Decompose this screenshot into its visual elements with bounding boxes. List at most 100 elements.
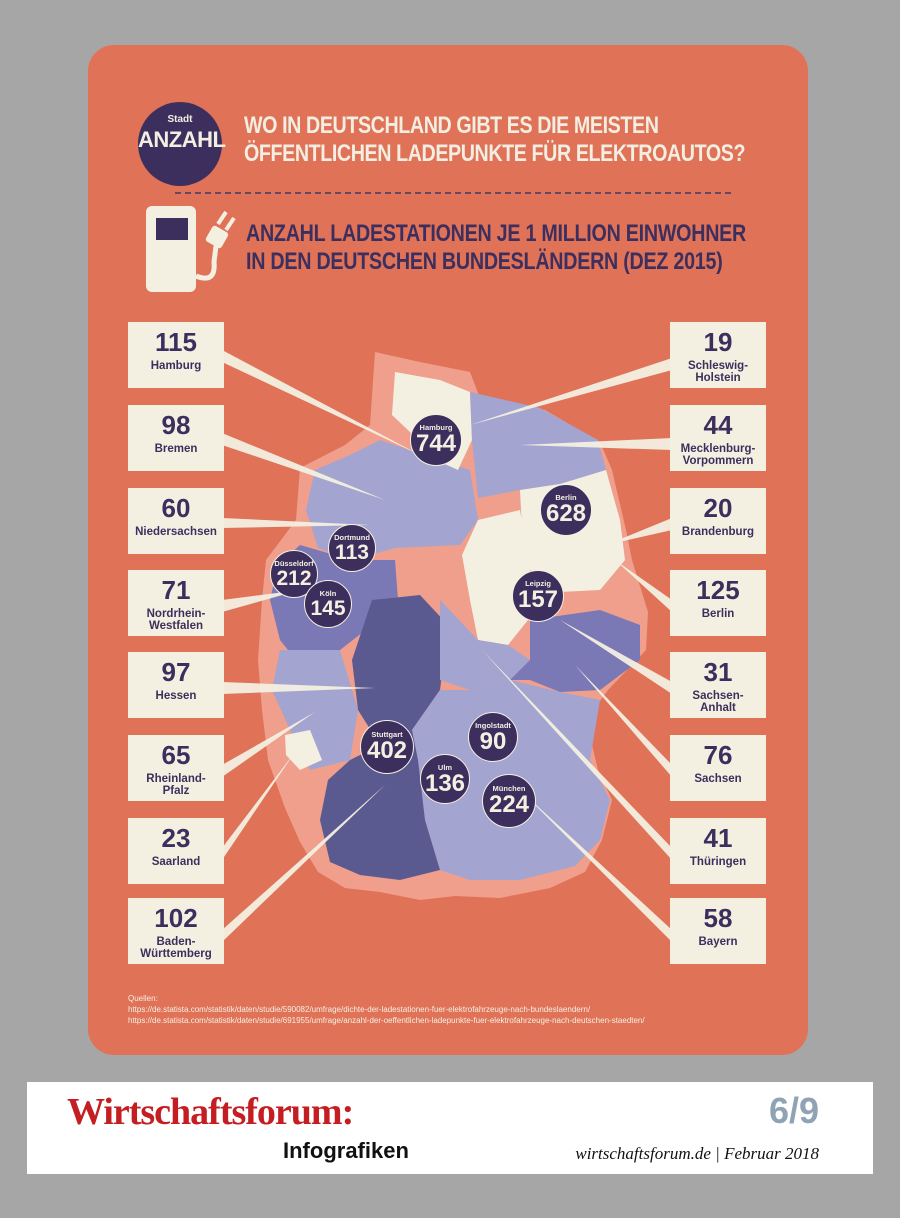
site-and-date: wirtschaftsforum.de | Februar 2018 (575, 1144, 819, 1163)
city-bubble-koeln: Köln 145 (304, 580, 352, 628)
state-value: 115 (155, 327, 197, 357)
region-rlp (272, 650, 358, 770)
state-value: 71 (161, 575, 191, 605)
city-value: 157 (517, 586, 559, 613)
city-bubble-dortmund: Dortmund 113 (328, 524, 376, 572)
state-box-brandenburg: 20 Brandenburg (670, 488, 766, 554)
state-name: Brandenburg (681, 526, 755, 538)
brand-logo: Wirtschaftsforum: (67, 1091, 354, 1133)
state-value: 19 (703, 327, 733, 357)
state-box-thueringen: 41 Thüringen (670, 818, 766, 884)
state-value: 31 (703, 657, 733, 687)
city-bubble-ulm: Ulm 136 (420, 754, 470, 804)
sources: Quellen: https://de.statista.com/statist… (128, 993, 798, 1026)
state-box-berlin: 125 Berlin (670, 570, 766, 636)
region-sachsen-anhalt (462, 510, 530, 645)
state-name: Hamburg (150, 360, 202, 372)
state-value: 20 (703, 493, 733, 523)
state-box-bw: 102 Baden- Württemberg (128, 898, 224, 964)
state-name-line-2: Holstein (695, 372, 741, 384)
state-box-hessen: 97 Hessen (128, 652, 224, 718)
leader-lines-left (222, 350, 420, 942)
city-legend-badge: Stadt ANZAHL (138, 102, 226, 186)
headline: WO IN DEUTSCHLAND GIBT ES DIE MEISTEN ÖF… (244, 112, 746, 168)
state-value: 44 (703, 410, 733, 440)
state-value: 60 (161, 493, 191, 523)
state-name: Niedersachsen (135, 526, 217, 538)
state-value: 97 (161, 657, 191, 687)
state-name: Rheinland- (146, 773, 206, 785)
city-bubble-ingolstadt: Ingolstadt 90 (468, 712, 518, 762)
state-box-schleswig-holstein: 19 Schleswig- Holstein (670, 322, 766, 388)
city-value: 90 (479, 728, 507, 755)
city-name: Ulm (437, 763, 453, 772)
state-value: 125 (696, 575, 740, 605)
footer-banner: Wirtschaftsforum: Infografiken 6/9 wirts… (27, 1082, 873, 1174)
city-bubble-muenchen: München 224 (482, 774, 536, 828)
headline-line-2: ÖFFENTLICHEN LADEPUNKTE FÜR ELEKTROAUTOS… (244, 140, 746, 167)
city-value: 136 (424, 770, 466, 797)
state-name: Schleswig- (687, 360, 749, 372)
state-name: Sachsen- (692, 690, 744, 702)
source-link-2[interactable]: https://de.statista.com/statistik/daten/… (128, 1016, 645, 1025)
state-name-line-2: Pfalz (162, 785, 190, 797)
state-box-mecklenburg: 44 Mecklenburg- Vorpommern (670, 405, 766, 471)
badge-big-label: ANZAHL (138, 127, 226, 152)
state-box-bayern: 58 Bayern (670, 898, 766, 964)
state-name: Nordrhein- (146, 608, 206, 620)
badge-small-label: Stadt (167, 114, 193, 125)
source-link-1[interactable]: https://de.statista.com/statistik/daten/… (128, 1005, 591, 1014)
page-number: 6/9 (768, 1090, 819, 1131)
state-box-sachsen-anhalt: 31 Sachsen- Anhalt (670, 652, 766, 718)
subheadline-line-2: IN DEN DEUTSCHEN BUNDESLÄNDERN (DEZ 2015… (246, 248, 723, 275)
dashed-divider (175, 192, 731, 194)
state-name: Mecklenburg- (680, 443, 756, 455)
state-box-nrw: 71 Nordrhein- Westfalen (128, 570, 224, 636)
sources-label: Quellen: (128, 994, 158, 1003)
city-value: 212 (276, 567, 312, 590)
state-box-rlp: 65 Rheinland- Pfalz (128, 735, 224, 801)
city-name: Dortmund (334, 533, 370, 542)
city-name: Leipzig (525, 579, 551, 588)
state-value: 76 (703, 740, 733, 770)
state-name: Thüringen (689, 856, 747, 868)
state-name: Sachsen (694, 773, 742, 785)
state-name-line-2: Westfalen (148, 620, 204, 632)
headline-line-1: WO IN DEUTSCHLAND GIBT ES DIE MEISTEN (244, 112, 659, 139)
state-name: Saarland (151, 856, 201, 868)
subheadline-line-1: ANZAHL LADESTATIONEN JE 1 MILLION EINWOH… (246, 220, 747, 247)
state-name-line-2: Württemberg (140, 948, 212, 960)
city-bubble-hamburg: Hamburg 744 (410, 414, 462, 466)
region-bw (320, 730, 440, 880)
city-value: 628 (545, 500, 587, 527)
subheadline: ANZAHL LADESTATIONEN JE 1 MILLION EINWOH… (246, 220, 771, 276)
state-name-line-2: Vorpommern (682, 455, 754, 467)
state-box-niedersachsen: 60 Niedersachsen (128, 488, 224, 554)
leader-lines-right (470, 358, 672, 942)
city-bubble-leipzig: Leipzig 157 (512, 570, 564, 622)
city-name: Ingolstadt (475, 721, 511, 730)
state-name: Baden- (156, 936, 196, 948)
state-box-bremen: 98 Bremen (128, 405, 224, 471)
city-name: München (492, 784, 526, 793)
city-value: 224 (488, 791, 530, 818)
state-value: 65 (161, 740, 191, 770)
state-value: 41 (703, 823, 733, 853)
region-hessen (352, 595, 448, 745)
city-value: 113 (335, 541, 369, 564)
state-name: Berlin (701, 608, 735, 620)
charging-station-icon (146, 206, 236, 292)
state-value: 58 (703, 903, 733, 933)
state-value: 98 (161, 410, 191, 440)
city-value: 145 (310, 597, 346, 620)
city-bubble-stuttgart: Stuttgart 402 (360, 720, 414, 774)
city-name: Hamburg (419, 423, 453, 432)
city-name: Stuttgart (371, 730, 403, 739)
state-name-line-2: Anhalt (700, 702, 736, 714)
brand-subtitle: Infografiken (283, 1138, 409, 1163)
state-name: Hessen (155, 690, 197, 702)
region-thueringen (440, 600, 530, 690)
city-bubble-berlin: Berlin 628 (540, 484, 592, 536)
region-saarland (285, 730, 322, 770)
state-value: 23 (161, 823, 191, 853)
